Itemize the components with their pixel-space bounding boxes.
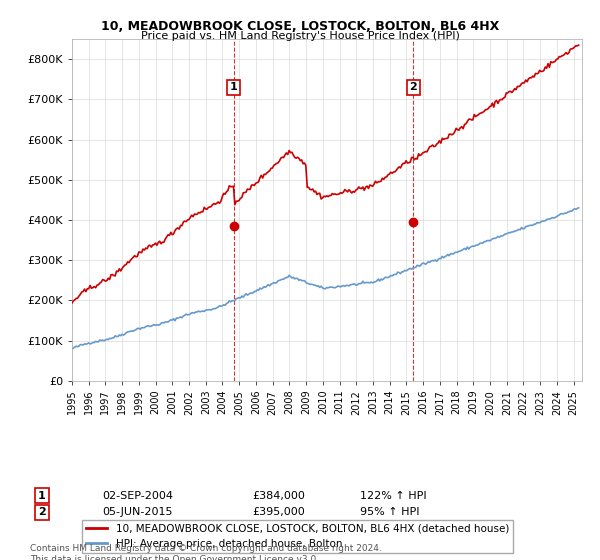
Text: 10, MEADOWBROOK CLOSE, LOSTOCK, BOLTON, BL6 4HX: 10, MEADOWBROOK CLOSE, LOSTOCK, BOLTON, … <box>101 20 499 32</box>
Text: 122% ↑ HPI: 122% ↑ HPI <box>360 491 427 501</box>
Legend: 10, MEADOWBROOK CLOSE, LOSTOCK, BOLTON, BL6 4HX (detached house), HPI: Average p: 10, MEADOWBROOK CLOSE, LOSTOCK, BOLTON, … <box>82 520 513 553</box>
Text: 2: 2 <box>410 82 418 92</box>
Text: 02-SEP-2004: 02-SEP-2004 <box>102 491 173 501</box>
Text: 05-JUN-2015: 05-JUN-2015 <box>102 507 173 517</box>
Text: £395,000: £395,000 <box>252 507 305 517</box>
Text: 95% ↑ HPI: 95% ↑ HPI <box>360 507 419 517</box>
Text: 1: 1 <box>38 491 46 501</box>
Text: Price paid vs. HM Land Registry's House Price Index (HPI): Price paid vs. HM Land Registry's House … <box>140 31 460 41</box>
Text: Contains HM Land Registry data © Crown copyright and database right 2024.
This d: Contains HM Land Registry data © Crown c… <box>30 544 382 560</box>
Text: 2: 2 <box>38 507 46 517</box>
Text: 1: 1 <box>230 82 238 92</box>
Text: £384,000: £384,000 <box>252 491 305 501</box>
